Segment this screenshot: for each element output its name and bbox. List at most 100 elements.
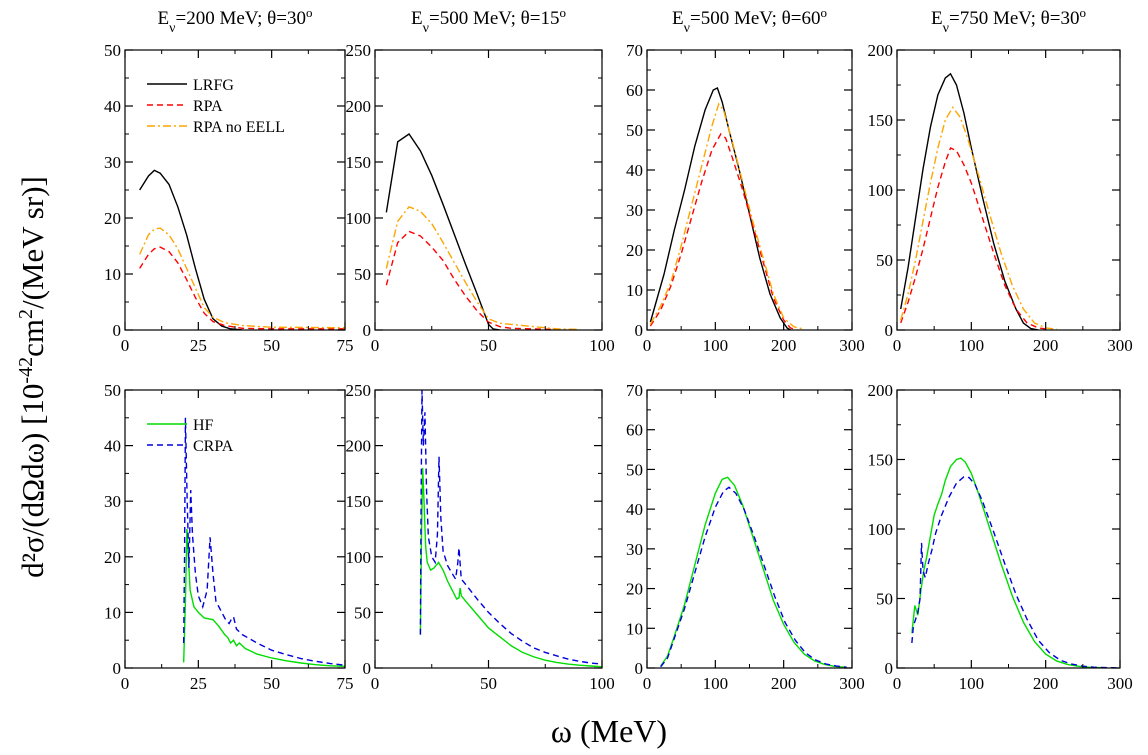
series-line-rpa-no-eell <box>385 205 580 330</box>
panel-r0c2: 0 100 200 300 0 10 20 30 40 50 60 70 Eν=500 MeV; θ=6… <box>626 5 865 356</box>
y-tick-label: 0 <box>113 321 122 340</box>
y-tick-label: 100 <box>868 520 894 539</box>
y-tick-label: 10 <box>626 281 643 300</box>
y-tick-label: 40 <box>626 500 643 519</box>
plot-frame <box>124 389 346 669</box>
panel-title-rest: =500 MeV; θ=15 <box>429 8 559 29</box>
x-tick-label: 100 <box>589 674 615 693</box>
x-tick-label: 100 <box>703 674 729 693</box>
x-tick-label: 0 <box>121 336 130 355</box>
y-tick-label: 250 <box>346 41 372 60</box>
panel-title-nu: ν <box>943 21 949 36</box>
panel-r1c0: 0 25 50 75 0 10 20 30 40 50 HF CRPA <box>104 381 354 693</box>
panel-title-nu: ν <box>169 21 175 36</box>
y-tick-label: 20 <box>104 548 121 567</box>
y-tick-label: 50 <box>876 590 893 609</box>
x-tick-label: 75 <box>337 336 354 355</box>
panel-r0c0: 0 25 50 75 0 10 20 30 40 50 Eν=200 MeV; θ=30o LRFG R… <box>104 5 354 356</box>
y-tick-label: 30 <box>626 201 643 220</box>
y-tick-label: 30 <box>626 540 643 559</box>
y-tick-label: 30 <box>104 492 121 511</box>
series-line-crpa <box>911 476 1117 668</box>
y-tick-label: 40 <box>104 97 121 116</box>
y-tick-label: 150 <box>868 111 894 130</box>
y-tick-label: 0 <box>363 659 372 678</box>
x-tick-label: 100 <box>959 336 985 355</box>
x-tick-label: 50 <box>263 336 280 355</box>
y-tick-label: 50 <box>626 121 643 140</box>
y-tick-label: 200 <box>346 437 372 456</box>
panel-title-nu: ν <box>684 21 690 36</box>
panel-title-deg: o <box>559 5 566 20</box>
plot-frame <box>374 49 603 331</box>
series-line-hf <box>911 457 1102 668</box>
y-tick-label: 50 <box>104 41 121 60</box>
series-line-hf <box>419 467 602 668</box>
x-tick-label: 0 <box>371 674 380 693</box>
series-line-hf <box>660 476 846 668</box>
panel-r0c3: 0 100 200 300 0 50 100 150 200 Eν=750 MeV; θ=30o <box>868 5 1133 356</box>
legend-label: RPA no EELL <box>193 119 285 136</box>
x-axis-title: ω (MeV) <box>551 713 667 749</box>
x-tick-label: 50 <box>263 674 280 693</box>
panel-title-rest: =750 MeV; θ=30 <box>949 8 1079 29</box>
panel-title-rest: =200 MeV; θ=30 <box>176 8 306 29</box>
y-tick-label: 50 <box>104 381 121 400</box>
series-line-rpa <box>649 132 798 330</box>
panel-r0c1: 0 50 100 0 50 100 150 200 250 Eν=500 MeV; θ=15o <box>346 5 615 356</box>
x-tick-label: 25 <box>190 674 207 693</box>
x-tick-label: 300 <box>1107 336 1133 355</box>
panel-title: Eν=200 MeV; θ=30o <box>158 5 313 36</box>
y-tick-label: 150 <box>868 451 894 470</box>
y-tick-label: 100 <box>868 181 894 200</box>
panel-title-deg: o <box>820 5 827 20</box>
plot-frame <box>374 389 603 669</box>
y-tick-label: 0 <box>113 659 122 678</box>
panel-title-e: E <box>158 8 170 29</box>
x-tick-label: 25 <box>190 336 207 355</box>
plot-frame <box>896 389 1121 669</box>
y-tick-label: 150 <box>346 492 372 511</box>
y-tick-label: 0 <box>635 321 644 340</box>
series-line-lrfg <box>385 133 500 330</box>
y-tick-label: 200 <box>346 97 372 116</box>
y-tick-label: 40 <box>626 161 643 180</box>
x-tick-label: 200 <box>1033 336 1059 355</box>
series-line-rpa <box>385 230 557 330</box>
panel-title-e: E <box>931 8 943 29</box>
series-line-lrfg <box>139 169 243 330</box>
legend-label: CRPA <box>193 438 234 455</box>
x-tick-label: 0 <box>893 674 902 693</box>
panel-r1c3: 0 100 200 300 0 50 100 150 200 <box>868 381 1133 693</box>
series-line-lrfg <box>900 72 1039 330</box>
y-tick-label: 20 <box>104 209 121 228</box>
y-tick-label: 0 <box>885 659 894 678</box>
y-axis-title-exp2: 2 <box>15 309 37 319</box>
panel-title-rest: =500 MeV; θ=60 <box>690 8 820 29</box>
series-line-crpa <box>660 486 847 668</box>
y-axis-title: d²σ/(dΩdω) [10-42cm2/(MeV sr)] <box>15 176 50 578</box>
y-tick-label: 40 <box>104 437 121 456</box>
plot-frame <box>646 49 853 331</box>
x-tick-label: 50 <box>480 336 497 355</box>
y-tick-label: 60 <box>626 421 643 440</box>
x-tick-label: 100 <box>589 336 615 355</box>
legend: LRFG RPA RPA no EELL <box>147 77 285 136</box>
y-tick-label: 100 <box>346 548 372 567</box>
y-tick-label: 60 <box>626 81 643 100</box>
y-tick-label: 20 <box>626 241 643 260</box>
panel-title-e: E <box>411 8 423 29</box>
y-tick-label: 250 <box>346 381 372 400</box>
panel-title-deg: o <box>1079 5 1086 20</box>
panel-title-nu: ν <box>423 21 429 36</box>
y-tick-label: 70 <box>626 381 643 400</box>
y-tick-label: 10 <box>104 265 121 284</box>
y-tick-label: 0 <box>635 659 644 678</box>
series-line-hf <box>182 528 345 668</box>
panel-r1c2: 0 100 200 300 0 10 20 30 40 50 60 70 <box>626 381 865 693</box>
y-tick-label: 50 <box>626 460 643 479</box>
panel-title-deg: o <box>306 5 313 20</box>
x-tick-label: 200 <box>771 336 797 355</box>
